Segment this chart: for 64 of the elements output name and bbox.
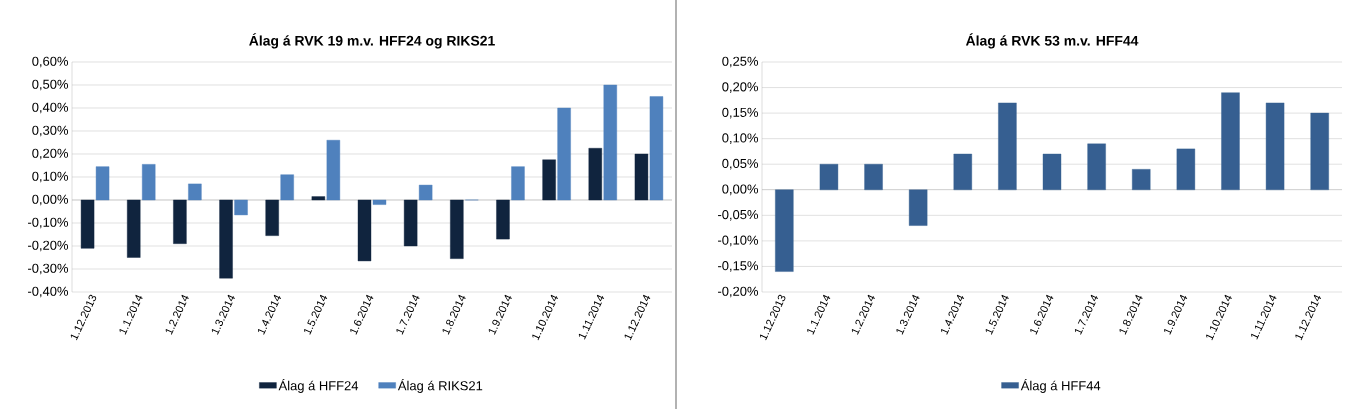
- bar: [511, 166, 525, 201]
- bar: [142, 164, 156, 201]
- y-tick-label: -0,20%: [718, 286, 759, 298]
- y-tick-label: 0,50%: [32, 79, 69, 91]
- bar: [1265, 102, 1285, 190]
- bar: [542, 159, 556, 201]
- bar: [280, 174, 294, 201]
- bar: [557, 107, 571, 201]
- y-tick-label: 0,30%: [32, 125, 69, 137]
- y-tick-label: 0,60%: [32, 56, 69, 68]
- chart-title: Álag á RVK 19 m.v. HFF24 og RIKS21: [249, 33, 495, 49]
- bar: [219, 199, 233, 279]
- y-tick-label: -0,20%: [28, 240, 69, 252]
- bar: [418, 184, 433, 201]
- y-tick-label: 0,05%: [722, 158, 759, 170]
- y-tick-label: 0,40%: [32, 102, 69, 114]
- y-tick-label: 0,00%: [32, 194, 69, 206]
- bar: [188, 183, 202, 201]
- bar: [1042, 153, 1062, 190]
- y-tick-label: -0,40%: [28, 286, 69, 298]
- bar: [588, 148, 602, 201]
- bar: [311, 196, 326, 201]
- bar: [450, 199, 464, 259]
- y-tick-label: 0,20%: [32, 148, 69, 160]
- y-tick-label: -0,30%: [28, 263, 69, 275]
- bar: [234, 199, 248, 216]
- bar: [775, 189, 794, 272]
- y-tick-label: -0,15%: [718, 261, 759, 272]
- y-tick-label: 0,10%: [722, 133, 759, 145]
- bar: [1221, 92, 1240, 190]
- legend-label: Álag á RIKS21: [397, 378, 483, 393]
- bar: [819, 164, 839, 190]
- bar: [173, 199, 187, 244]
- legend-label: Álag á HFF44: [1020, 378, 1101, 393]
- bar: [80, 199, 95, 249]
- y-tick-label: 0,00%: [722, 184, 759, 196]
- y-tick-label: -0,10%: [28, 217, 69, 229]
- bar: [496, 199, 510, 240]
- bar: [127, 199, 141, 258]
- y-tick-label: 0,15%: [722, 107, 759, 119]
- bar: [649, 96, 664, 201]
- bar: [1176, 148, 1196, 190]
- legend-label: Álag á HFF24: [278, 378, 359, 393]
- bar: [864, 164, 883, 190]
- bar: [372, 199, 387, 205]
- bar: [1132, 169, 1151, 190]
- y-tick-label: 0,25%: [722, 56, 759, 68]
- bar: [357, 199, 372, 262]
- bar: [908, 189, 928, 226]
- y-tick-label: 0,10%: [32, 171, 69, 183]
- y-tick-label: -0,05%: [718, 209, 759, 221]
- chart-title: Álag á RVK 53 m.v. HFF44: [965, 33, 1139, 49]
- bar: [603, 84, 617, 201]
- bar: [998, 102, 1017, 190]
- bar: [265, 199, 279, 236]
- bar: [634, 153, 649, 201]
- bar: [403, 199, 418, 247]
- bar: [1087, 143, 1106, 190]
- bar: [95, 166, 110, 201]
- bar: [326, 140, 341, 201]
- y-tick-label: -0,10%: [718, 235, 759, 247]
- y-tick-label: 0,20%: [722, 82, 759, 93]
- bar: [1310, 112, 1329, 190]
- bar: [953, 153, 972, 190]
